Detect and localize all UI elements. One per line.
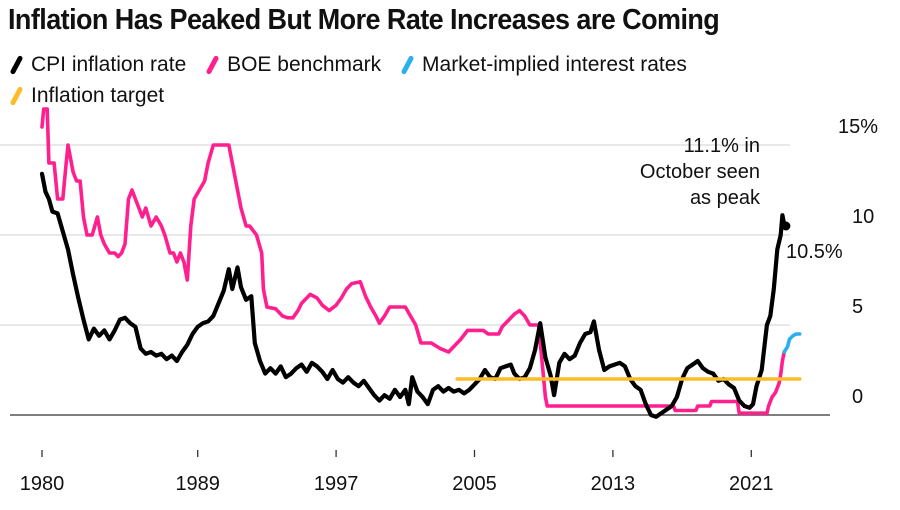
legend-label: Market-implied interest rates [422,53,687,76]
x-tick-label: 2005 [452,473,497,495]
chart-title: Inflation Has Peaked But More Rate Incre… [8,4,720,36]
peak-annotation-line: October seen [640,161,760,183]
legend-label: CPI inflation rate [31,53,187,76]
legend-item-boe: BOE benchmark [205,50,382,80]
peak-annotation-line: 11.1% in [684,135,760,157]
series-line-boe-benchmark [40,107,786,415]
cpi-end-marker [781,221,791,231]
x-tick-label: 2013 [591,473,636,495]
y-tick-label: 5 [852,296,863,318]
latest-value-annotation: 10.5% [786,241,843,263]
legend-label: BOE benchmark [227,53,382,76]
x-tick-label: 1997 [314,473,359,495]
legend-item-cpi: CPI inflation rate [9,50,187,80]
y-tick-label: 10 [852,206,874,228]
y-tick-label: 0 [852,386,863,408]
x-tick-label: 1989 [175,473,220,495]
chart-legend: CPI inflation rate BOE benchmark Market-… [9,50,890,112]
series-line-market-implied-interest-rates [782,332,802,354]
legend-item-target: Inflation target [9,81,165,111]
series-line-cpi-inflation-rate [39,171,788,419]
peak-annotation-line: as peak [690,187,761,209]
legend-label: Inflation target [31,84,165,107]
y-tick-label: 15% [838,116,878,138]
x-tick-label: 2021 [729,473,774,495]
legend-item-market: Market-implied interest rates [400,50,687,80]
x-tick-label: 1980 [20,473,65,495]
